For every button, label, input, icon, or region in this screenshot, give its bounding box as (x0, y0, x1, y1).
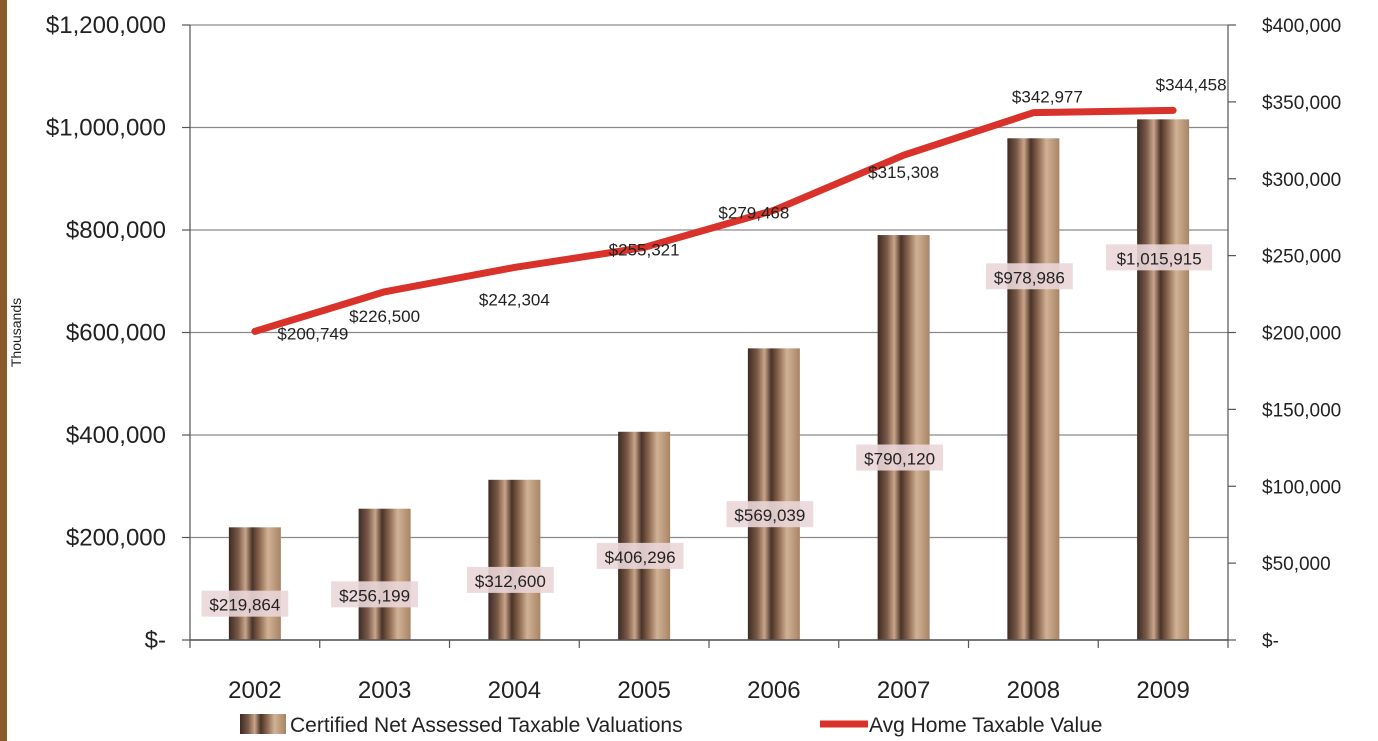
left-axis-tick-label: $600,000 (66, 320, 166, 347)
bar (488, 479, 541, 640)
right-axis-tick-label: $50,000 (1262, 554, 1331, 575)
bar (358, 508, 411, 640)
right-axis-tick-label: $- (1262, 631, 1279, 652)
bar (747, 348, 800, 640)
bar (618, 431, 671, 640)
line-data-label: $279,468 (718, 203, 789, 222)
left-axis-tick-label: $- (145, 627, 166, 654)
y-axis-title: Thousands (8, 298, 24, 367)
legend-bar-label: Certified Net Assessed Taxable Valuation… (290, 714, 683, 737)
x-axis-tick-label: 2005 (617, 677, 670, 704)
bar (1007, 138, 1060, 641)
bar-data-label: $978,986 (994, 268, 1065, 287)
bar-label-background (596, 542, 684, 569)
right-axis-tick-label: $400,000 (1262, 16, 1341, 37)
bar-data-label: $219,864 (209, 596, 280, 615)
right-axis-tick-label: $150,000 (1262, 400, 1341, 421)
left-axis-tick-label: $1,000,000 (46, 115, 166, 142)
right-axis-tick-label: $250,000 (1262, 247, 1341, 268)
right-axis-tick-label: $100,000 (1262, 477, 1341, 498)
line-series (251, 106, 1177, 335)
line-data-label: $342,977 (1012, 88, 1083, 107)
left-axis-tick-label: $200,000 (66, 525, 166, 552)
legend-line-label: Avg Home Taxable Value (869, 714, 1102, 737)
x-axis-tick-label: 2007 (877, 677, 930, 704)
left-axis-tick-label: $800,000 (66, 217, 166, 244)
line-data-label: $226,500 (349, 307, 420, 326)
bar-data-label: $1,015,915 (1117, 249, 1202, 268)
bar-label-background (856, 444, 944, 471)
right-axis-tick-label: $350,000 (1262, 93, 1341, 114)
line-data-label: $344,458 (1156, 75, 1227, 94)
bar-label-background (1106, 244, 1213, 271)
right-axis-tick-label: $200,000 (1262, 324, 1341, 345)
line-data-label: $242,304 (479, 290, 550, 309)
bar (1137, 119, 1190, 640)
bar-label-background (331, 581, 419, 608)
bar (228, 527, 281, 640)
bar-label-background (726, 501, 814, 528)
bar-data-label: $312,600 (475, 572, 546, 591)
bar-data-label: $406,296 (605, 548, 676, 567)
left-border-strip (0, 0, 7, 741)
x-axis-tick-label: 2003 (358, 677, 411, 704)
line-data-label: $200,749 (277, 324, 348, 343)
line-data-label: $315,308 (868, 163, 939, 182)
left-axis-tick-label: $400,000 (66, 422, 166, 449)
x-axis-tick-label: 2009 (1136, 677, 1189, 704)
bar (877, 235, 930, 640)
legend-bar-swatch (240, 714, 286, 734)
bar-label-background (985, 263, 1073, 290)
line-data-label: $255,321 (609, 240, 680, 259)
bar-data-label: $790,120 (864, 450, 935, 469)
bar-data-label: $256,199 (339, 586, 410, 605)
bar-data-label: $569,039 (734, 506, 805, 525)
x-axis-tick-label: 2004 (488, 677, 541, 704)
left-axis-tick-label: $1,200,000 (46, 12, 166, 39)
right-axis-tick-label: $300,000 (1262, 170, 1341, 191)
bar-label-background (201, 590, 289, 617)
bar-label-background (466, 566, 554, 593)
x-axis-tick-label: 2008 (1007, 677, 1060, 704)
x-axis-tick-label: 2002 (228, 677, 281, 704)
x-axis-tick-label: 2006 (747, 677, 800, 704)
